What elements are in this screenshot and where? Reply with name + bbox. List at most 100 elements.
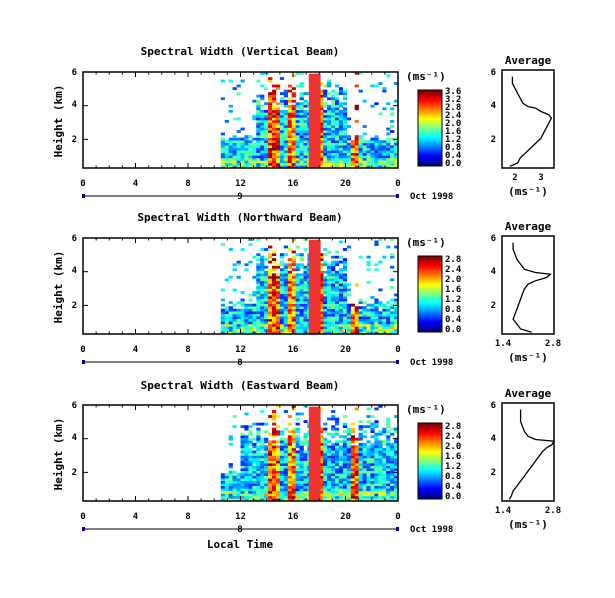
heatmap-cell: [240, 445, 245, 449]
heatmap-cell: [390, 468, 395, 471]
heatmap-cell: [323, 142, 328, 146]
heatmap-cell: [303, 248, 308, 251]
heatmap-cell: [335, 326, 340, 330]
colorbar-segment: [418, 485, 442, 488]
heatmap-cell: [256, 475, 261, 479]
heatmap-cell: [279, 470, 285, 474]
heatmap-cell: [232, 147, 237, 151]
heatmap-cell: [323, 463, 328, 466]
heatmap-cell: [335, 92, 340, 95]
heatmap-cell: [268, 142, 273, 146]
colorbar-segment: [418, 278, 442, 282]
heatmap-cell: [264, 150, 269, 154]
heatmap-cell: [291, 125, 296, 128]
heatmap-cell: [335, 455, 340, 459]
heatmap-cell: [386, 493, 391, 497]
heatmap-cell: [272, 125, 277, 128]
heatmap-cell: [338, 298, 344, 302]
heatmap-cell: [299, 480, 304, 484]
heatmap-cell: [362, 485, 367, 489]
x-tick-label: 20: [340, 179, 351, 189]
heatmap-cell: [362, 150, 367, 154]
heatmap-cell: [319, 430, 324, 434]
heatmap-cell: [260, 109, 265, 113]
heatmap-cell: [346, 475, 351, 479]
heatmap-cell: [299, 255, 304, 259]
heatmap-cell: [370, 311, 375, 315]
day-bar-end: [396, 360, 399, 364]
heatmap-cell: [362, 458, 367, 461]
heatmap-cell: [299, 140, 304, 143]
heatmap-cell: [362, 301, 367, 304]
heatmap-cell: [295, 328, 300, 332]
heatmap-cell: [299, 165, 304, 169]
heatmap-cell: [327, 152, 332, 156]
heatmap-cell: [331, 114, 336, 118]
heatmap-cell: [283, 465, 288, 469]
heatmap-cell: [252, 437, 257, 441]
heatmap-cell: [283, 275, 288, 279]
heatmap-cell: [319, 306, 324, 309]
colorbar-tick-label: 1.6: [445, 285, 461, 295]
heatmap-cell: [248, 313, 253, 317]
heatmap-cell: [272, 147, 277, 151]
heatmap-cell: [244, 331, 249, 335]
heatmap-cell: [291, 132, 296, 136]
heatmap-cell: [319, 280, 324, 284]
heatmap-cell: [394, 147, 399, 151]
heatmap-cell: [323, 165, 328, 169]
heatmap-cell: [342, 478, 348, 482]
heatmap-cell: [295, 296, 300, 299]
heatmap-cell: [264, 323, 269, 327]
colorbar-tick-label: 0.0: [445, 159, 461, 169]
heatmap-cell: [272, 89, 277, 93]
heatmap-cell: [358, 445, 363, 449]
heatmap-cell: [331, 321, 336, 325]
heatmap-cell: [382, 140, 387, 143]
heatmap-cell: [260, 268, 265, 272]
heatmap-cell: [378, 145, 383, 149]
heatmap-cell: [260, 301, 265, 304]
heatmap-cell: [260, 493, 265, 497]
heatmap-cell: [335, 122, 340, 126]
heatmap-cell: [386, 455, 391, 459]
heatmap-cell: [319, 102, 324, 106]
heatmap-cell: [264, 273, 269, 277]
colorbar-segment: [418, 440, 442, 443]
colorbar-segment: [418, 275, 442, 278]
heatmap-cell: [354, 490, 359, 494]
heatmap-cell: [390, 147, 395, 151]
x-tick-label: 8: [185, 512, 190, 522]
heatmap-cell: [394, 447, 399, 451]
heatmap-cell: [358, 89, 363, 93]
heatmap-cell: [370, 495, 375, 499]
heatmap-cell: [303, 473, 308, 476]
heatmap-cell: [390, 298, 395, 302]
heatmap-cell: [319, 442, 324, 446]
heatmap-cell: [386, 468, 391, 471]
heatmap-cell: [279, 460, 285, 464]
heatmap-cell: [283, 283, 288, 287]
heatmap-cell: [275, 107, 281, 111]
heatmap-cell: [228, 473, 233, 476]
heatmap-cell: [244, 137, 249, 141]
heatmap-cell: [240, 311, 245, 315]
heatmap-cell: [240, 458, 245, 461]
heatmap-cell: [319, 150, 324, 154]
heatmap-cell: [295, 112, 300, 116]
heatmap-cell: [272, 308, 277, 312]
heatmap-cell: [319, 275, 324, 279]
heatmap-cell: [244, 147, 249, 151]
colorbar-tick-label: 1.2: [445, 295, 461, 305]
heatmap-cell: [291, 453, 296, 456]
heatmap-cell: [390, 157, 395, 161]
heatmap-cell: [264, 311, 269, 315]
heatmap-cell: [283, 288, 288, 292]
heatmap-cell: [220, 243, 225, 246]
heatmap-cell: [275, 455, 281, 459]
heatmap-cell: [386, 478, 391, 482]
heatmap-cell: [390, 460, 395, 464]
heatmap-cell: [350, 150, 355, 154]
heatmap-cell: [354, 142, 359, 146]
heatmap-cell: [346, 460, 351, 464]
